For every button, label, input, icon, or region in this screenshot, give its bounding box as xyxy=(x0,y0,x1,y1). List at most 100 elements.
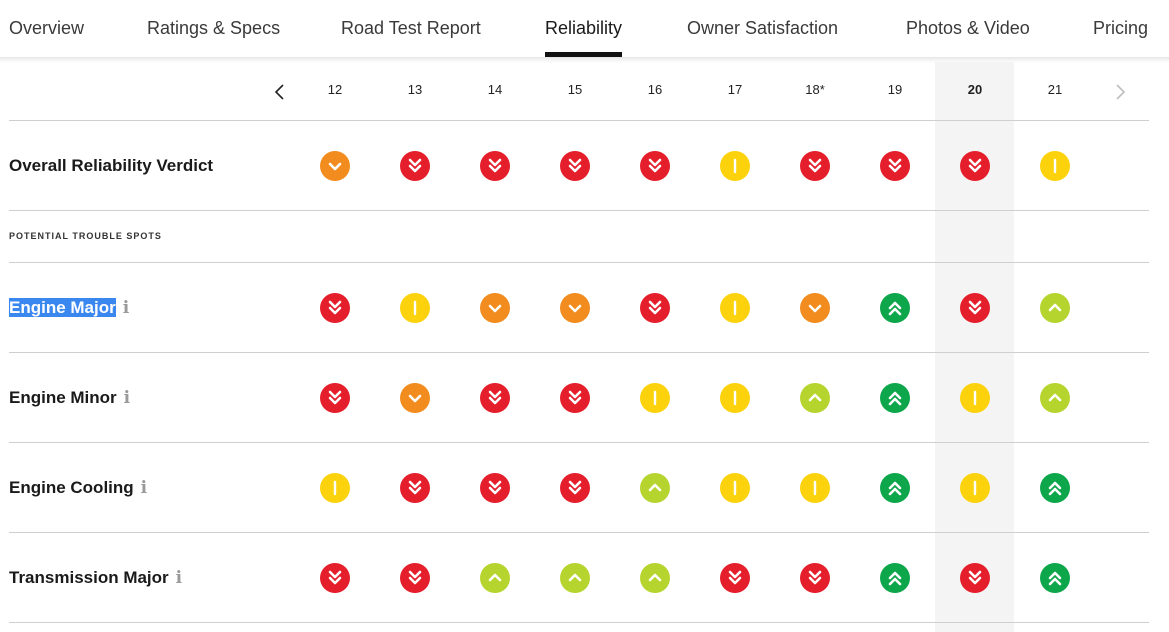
info-icon[interactable]: i xyxy=(175,568,183,588)
rating-much-worse-icon xyxy=(800,151,830,181)
chevron-up-icon xyxy=(1048,393,1062,402)
double-chevron-down-icon xyxy=(488,390,502,405)
year-header-20: 20 xyxy=(967,82,983,97)
vertical-bar-icon xyxy=(733,300,737,316)
rating-much-worse-icon xyxy=(800,563,830,593)
year-header-13: 13 xyxy=(407,82,423,97)
info-icon[interactable]: i xyxy=(123,388,131,408)
double-chevron-up-icon xyxy=(888,301,902,316)
double-chevron-down-icon xyxy=(488,158,502,173)
rating-worse-icon xyxy=(480,293,510,323)
info-icon[interactable]: i xyxy=(122,298,130,318)
tab-ratings-specs[interactable]: Ratings & Specs xyxy=(147,0,280,57)
rating-average-icon xyxy=(1040,151,1070,181)
rating-average-icon xyxy=(960,473,990,503)
tab-label: Overview xyxy=(9,18,85,38)
chevron-down-icon xyxy=(408,394,422,403)
rating-better-icon xyxy=(480,563,510,593)
double-chevron-down-icon xyxy=(968,570,982,585)
tab-reliability[interactable]: Reliability xyxy=(545,0,623,57)
rating-average-icon xyxy=(720,383,750,413)
year-header-14: 14 xyxy=(487,82,503,97)
tab-owner-satisfaction[interactable]: Owner Satisfaction xyxy=(687,0,838,57)
rating-better-icon xyxy=(1040,293,1070,323)
tab-label: Ratings & Specs xyxy=(147,18,281,38)
rating-much-better-icon xyxy=(880,473,910,503)
prev-year-button[interactable] xyxy=(270,82,290,102)
rating-average-icon xyxy=(720,293,750,323)
rating-much-worse-icon xyxy=(560,151,590,181)
rating-much-worse-icon xyxy=(320,293,350,323)
double-chevron-down-icon xyxy=(728,570,742,585)
chevron-up-icon xyxy=(648,573,662,582)
tab-label: Pricing xyxy=(1093,18,1149,38)
row-label-text: Engine Major xyxy=(9,298,116,317)
rating-much-better-icon xyxy=(880,293,910,323)
rating-much-better-icon xyxy=(880,383,910,413)
double-chevron-up-icon xyxy=(1048,481,1062,496)
divider xyxy=(9,352,1149,353)
double-chevron-up-icon xyxy=(888,571,902,586)
vertical-bar-icon xyxy=(653,390,657,406)
year-header-12: 12 xyxy=(327,82,343,97)
rating-average-icon xyxy=(640,383,670,413)
rating-much-worse-icon xyxy=(560,473,590,503)
rating-much-worse-icon xyxy=(320,383,350,413)
double-chevron-down-icon xyxy=(648,158,662,173)
divider xyxy=(9,622,1149,623)
chevron-down-icon xyxy=(488,304,502,313)
tab-photos-video[interactable]: Photos & Video xyxy=(906,0,1030,57)
tab-label: Reliability xyxy=(545,18,623,38)
double-chevron-down-icon xyxy=(968,300,982,315)
rating-average-icon xyxy=(720,473,750,503)
tab-overview[interactable]: Overview xyxy=(9,0,84,57)
rating-much-better-icon xyxy=(1040,563,1070,593)
tab-pricing[interactable]: Pricing xyxy=(1093,0,1148,57)
chevron-up-icon xyxy=(488,573,502,582)
chevron-up-icon xyxy=(1048,303,1062,312)
chevron-down-icon xyxy=(568,304,582,313)
double-chevron-down-icon xyxy=(568,390,582,405)
vertical-bar-icon xyxy=(733,158,737,174)
divider xyxy=(9,532,1149,533)
double-chevron-down-icon xyxy=(808,570,822,585)
selected-year-column xyxy=(935,62,1014,632)
double-chevron-down-icon xyxy=(888,158,902,173)
rating-much-worse-icon xyxy=(640,293,670,323)
divider xyxy=(9,120,1149,121)
double-chevron-down-icon xyxy=(408,570,422,585)
chevron-up-icon xyxy=(648,483,662,492)
double-chevron-down-icon xyxy=(568,158,582,173)
double-chevron-down-icon xyxy=(328,390,342,405)
rating-much-worse-icon xyxy=(400,563,430,593)
vertical-bar-icon xyxy=(973,390,977,406)
rating-much-worse-icon xyxy=(400,473,430,503)
double-chevron-down-icon xyxy=(648,300,662,315)
info-icon[interactable]: i xyxy=(140,478,148,498)
vertical-bar-icon xyxy=(1053,158,1057,174)
vertical-bar-icon xyxy=(413,300,417,316)
row-label-text: Overall Reliability Verdict xyxy=(9,156,214,175)
next-year-button[interactable] xyxy=(1110,82,1130,102)
chevron-up-icon xyxy=(808,393,822,402)
chevron-down-icon xyxy=(808,304,822,313)
tab-road-test-report[interactable]: Road Test Report xyxy=(341,0,481,57)
double-chevron-down-icon xyxy=(328,300,342,315)
rating-much-better-icon xyxy=(1040,473,1070,503)
rating-much-worse-icon xyxy=(880,151,910,181)
rating-worse-icon xyxy=(560,293,590,323)
rating-much-worse-icon xyxy=(560,383,590,413)
rating-much-worse-icon xyxy=(400,151,430,181)
trouble-spot-label-engine-cooling: Engine Cooling i xyxy=(9,478,147,498)
double-chevron-up-icon xyxy=(888,481,902,496)
year-header-18-star: 18* xyxy=(805,82,825,97)
chevron-right-icon xyxy=(1116,84,1126,100)
divider xyxy=(9,210,1149,211)
rating-better-icon xyxy=(640,563,670,593)
vertical-bar-icon xyxy=(813,480,817,496)
rating-much-worse-icon xyxy=(960,293,990,323)
rating-better-icon xyxy=(1040,383,1070,413)
rating-worse-icon xyxy=(320,151,350,181)
vertical-bar-icon xyxy=(733,480,737,496)
rating-much-worse-icon xyxy=(720,563,750,593)
